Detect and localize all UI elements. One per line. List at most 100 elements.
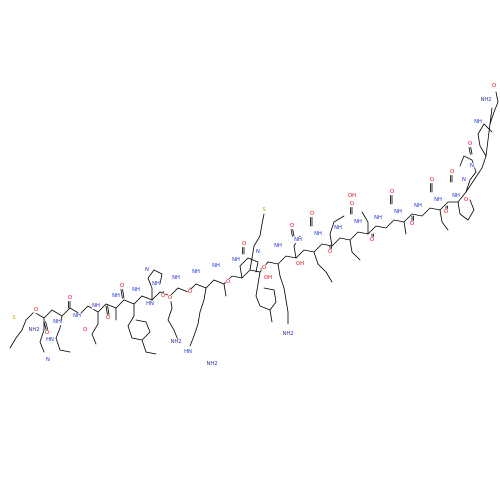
atom-label-bg xyxy=(461,176,467,184)
atom-label-bg xyxy=(353,218,363,226)
atom-label-bg xyxy=(151,280,161,288)
atom-label-bg xyxy=(191,268,201,276)
bond-layer xyxy=(9,91,499,355)
atom-label-o: O xyxy=(492,83,496,89)
atom-label-o: O xyxy=(430,177,434,183)
atom-label-n: HN xyxy=(46,337,54,343)
side-chain-10 xyxy=(223,283,227,297)
atom-label-n: NH xyxy=(314,231,322,237)
atom-label-bg xyxy=(389,188,395,196)
atom-label-o: O xyxy=(68,295,72,301)
atom-label-bg xyxy=(44,329,50,337)
side-chain-12 xyxy=(249,213,265,271)
atom-label-bg xyxy=(28,326,40,334)
atom-label-bg xyxy=(255,248,261,256)
atom-label-n: NH xyxy=(294,237,302,243)
side-chain-20 xyxy=(361,211,369,235)
side-chain-6 xyxy=(141,339,157,355)
atom-label-bg xyxy=(313,230,323,238)
atom-label-n: HN xyxy=(184,349,192,355)
side-chain-5 xyxy=(127,303,151,341)
atom-label-bg xyxy=(469,162,475,170)
atom-label-n: N xyxy=(256,249,260,255)
atom-label-bg xyxy=(111,292,121,300)
atom-label-o: O xyxy=(464,197,468,203)
atom-label-s: S xyxy=(262,207,265,213)
atom-label-n: NH xyxy=(192,269,200,275)
atom-label-bg xyxy=(393,208,403,216)
atom-label-n: NH xyxy=(334,225,342,231)
atom-label-bg xyxy=(45,356,51,364)
atom-label-n: NH xyxy=(73,313,81,319)
atom-label-o: O xyxy=(310,211,314,217)
atom-label-n: NH2 xyxy=(282,331,293,337)
side-chain-9 xyxy=(189,287,207,347)
atom-label-bg xyxy=(263,274,273,282)
atom-label-o: O xyxy=(444,209,448,215)
atom-label-o: OH xyxy=(264,275,272,281)
atom-label-n: NH2 xyxy=(28,327,39,333)
atom-label-o: O xyxy=(242,241,246,247)
atom-label-n: HN xyxy=(146,301,154,307)
atom-label-o: O xyxy=(161,293,165,299)
atom-label-bg xyxy=(463,196,469,204)
side-chain-25 xyxy=(477,123,493,157)
atom-label-n: NH2 xyxy=(206,361,217,367)
atom-label-bg xyxy=(491,82,497,90)
atom-label-bg xyxy=(187,288,193,296)
atom-label-bg xyxy=(333,224,343,232)
side-chain-15 xyxy=(277,263,289,325)
atom-label-bg xyxy=(231,256,241,264)
atom-label-n: N xyxy=(145,267,149,273)
atom-label-bg xyxy=(309,210,315,218)
atom-label-o: O xyxy=(226,279,230,285)
atom-label-bg xyxy=(451,192,461,200)
atom-label-o: O xyxy=(106,315,110,321)
atom-label-n: NH xyxy=(474,119,482,125)
atom-label-o: O xyxy=(410,221,414,227)
atom-label-o: O xyxy=(188,289,192,295)
atom-label-bg xyxy=(206,360,218,368)
atom-label-bg xyxy=(119,282,125,290)
atom-label-bg xyxy=(293,236,303,244)
atom-label-bg xyxy=(72,312,82,320)
side-chain-24 xyxy=(459,155,477,193)
atom-label-n: N xyxy=(462,177,466,183)
atom-label-n: NH xyxy=(212,263,220,269)
atom-label-bg xyxy=(349,200,355,208)
atom-label-o: O xyxy=(83,327,87,333)
atom-label-n: NH xyxy=(354,219,362,225)
atom-label-bg xyxy=(167,294,173,302)
atom-label-bg xyxy=(480,96,492,104)
atom-label-bg xyxy=(413,202,423,210)
atom-label-n: N xyxy=(470,163,474,169)
atom-label-bg xyxy=(91,302,101,310)
atom-label-bg xyxy=(144,266,150,274)
atom-label-bg xyxy=(443,208,449,216)
atom-label-bg xyxy=(473,118,483,126)
atom-label-n: NH xyxy=(414,203,422,209)
backbone-chain xyxy=(25,107,493,321)
side-chain-26 xyxy=(489,91,499,125)
atom-label-bg xyxy=(327,248,333,256)
atom-label-o: O xyxy=(370,237,374,243)
side-chain-18 xyxy=(329,215,345,247)
atom-label-n: NH xyxy=(152,281,160,287)
atom-label-o: OH xyxy=(296,261,304,267)
atom-label-o: O xyxy=(262,265,266,271)
atom-label-bg xyxy=(211,262,221,270)
atom-label-o: O xyxy=(45,330,49,336)
side-chain-22 xyxy=(439,209,449,231)
atom-label-n: N xyxy=(46,357,50,363)
atom-label-bg xyxy=(261,264,267,272)
atom-label-n: NH xyxy=(53,319,61,325)
atom-label-bg xyxy=(82,326,88,334)
atom-label-bg xyxy=(160,292,166,300)
atom-label-bg xyxy=(433,196,443,204)
side-chain-17 xyxy=(313,251,333,283)
atom-label-o: O xyxy=(290,223,294,229)
side-chain-21 xyxy=(403,221,407,235)
atom-label-o: O xyxy=(34,307,38,313)
atom-label-bg xyxy=(33,306,39,314)
